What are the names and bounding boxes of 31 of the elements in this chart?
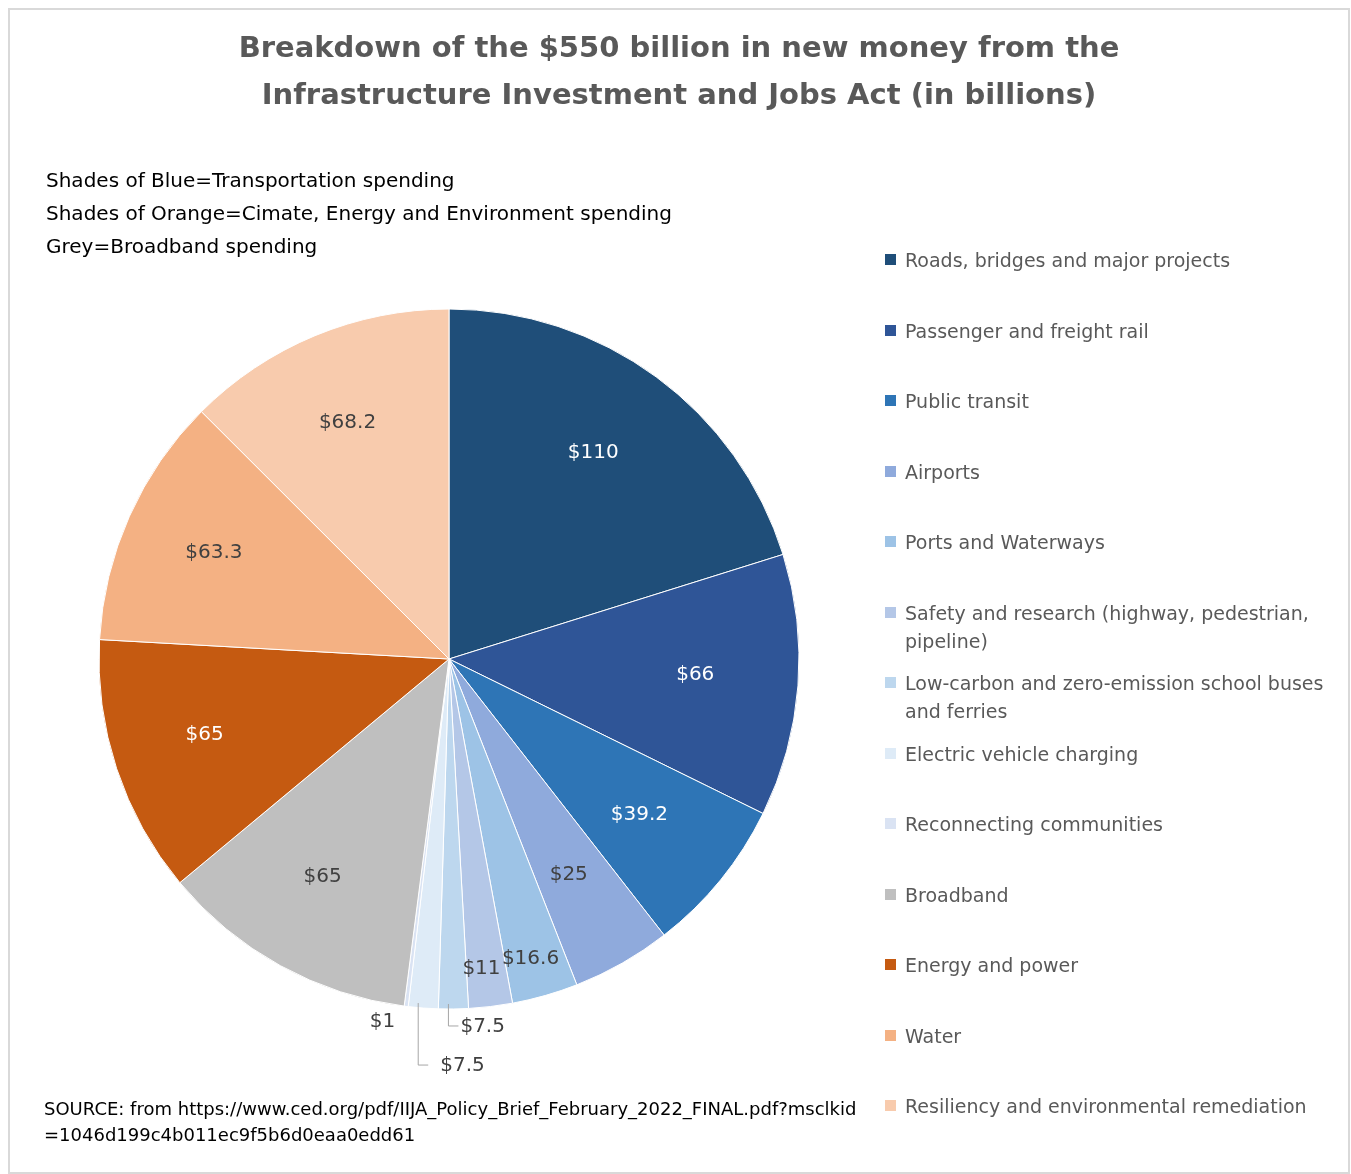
legend-label: Resiliency and environmental remediation [905, 1094, 1308, 1119]
data-label: $65 [303, 862, 342, 887]
data-label: $68.2 [318, 409, 377, 434]
legend-label: Public transit [905, 389, 1030, 414]
legend-label: Electric vehicle charging [905, 741, 1140, 767]
data-label: $1 [369, 1008, 396, 1033]
data-label: $63.3 [185, 539, 243, 564]
legend-label: Water [905, 1023, 963, 1049]
legend-label: Safety and research (highway, pedestrian, pipeline) [905, 600, 1310, 654]
chart-title: Breakdown of the $550 billion in new money from the Infrastructure Investment and Jobs Act (in billions) [237, 29, 1121, 113]
text: Shades of Blue=Transportation spending [46, 167, 456, 194]
legend-label: Energy and power [905, 953, 1080, 978]
data-label: $25 [549, 860, 588, 885]
legend-label: Ports and Waterways [905, 530, 1106, 555]
legend-label: Low-carbon and zero-emission school buses and ferries [905, 671, 1325, 724]
text: Grey=Broadband spending [46, 233, 319, 260]
data-label: $7.5 [440, 1052, 485, 1077]
data-label: $110 [567, 438, 619, 463]
legend-label: Roads, bridges and major projects [905, 248, 1232, 273]
legend-label: Airports [905, 459, 981, 485]
data-label: $11 [462, 954, 501, 979]
data-label: $16.6 [501, 944, 560, 969]
legend-label: Passenger and freight rail [905, 318, 1150, 344]
data-label: $39.2 [610, 801, 669, 826]
data-label: $7.5 [460, 1012, 505, 1037]
legend-label: Broadband [905, 882, 1010, 908]
text: Shades of Orange=Cimate, Energy and Environment spending [46, 200, 672, 227]
data-label: $66 [676, 661, 715, 686]
data-label: $65 [185, 721, 224, 745]
source-note: SOURCE: from https://www.ced.org/pdf/IIJA_Policy_Brief_February_2022_FINAL.pdf?msclkid=1046d199c4b011ec9f5b6d0eaa0edd61 [44, 1097, 858, 1147]
legend-label: Reconnecting communities [905, 812, 1164, 837]
